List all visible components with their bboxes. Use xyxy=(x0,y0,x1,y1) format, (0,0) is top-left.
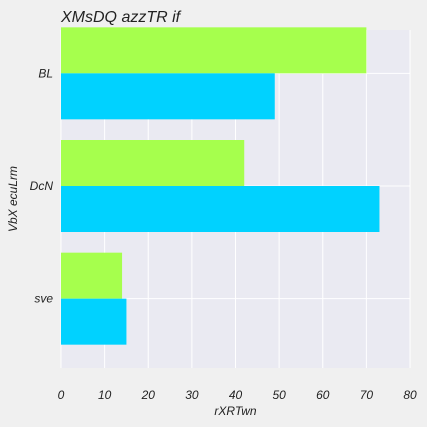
x-axis-label: rXRTwn xyxy=(214,404,257,418)
x-tick-label: 10 xyxy=(98,388,112,402)
x-tick-label: 40 xyxy=(229,388,243,402)
x-tick-label: 70 xyxy=(360,388,374,402)
x-tick-label: 20 xyxy=(141,388,156,402)
x-tick-label: 60 xyxy=(316,388,330,402)
y-axis-label: VbX ecuLrm xyxy=(6,166,20,232)
bar xyxy=(61,73,275,120)
chart-title: XMsDQ azzTR if xyxy=(60,9,182,26)
bar xyxy=(61,27,367,74)
x-tick-label: 80 xyxy=(403,388,417,402)
bar xyxy=(61,140,245,186)
y-tick-label: BL xyxy=(38,66,53,80)
bar xyxy=(61,252,123,299)
x-tick-label: 30 xyxy=(185,388,199,402)
y-tick-labels: BL DcN sve xyxy=(30,66,54,305)
bars-group xyxy=(61,27,380,345)
x-tick-label: 0 xyxy=(58,388,65,402)
y-tick-label: sve xyxy=(34,292,53,306)
x-tick-labels: 0 10 20 30 40 50 60 70 80 xyxy=(58,388,417,402)
bar xyxy=(61,186,380,232)
bar xyxy=(61,298,127,345)
y-tick-label: DcN xyxy=(30,179,54,193)
x-tick-label: 50 xyxy=(272,388,286,402)
